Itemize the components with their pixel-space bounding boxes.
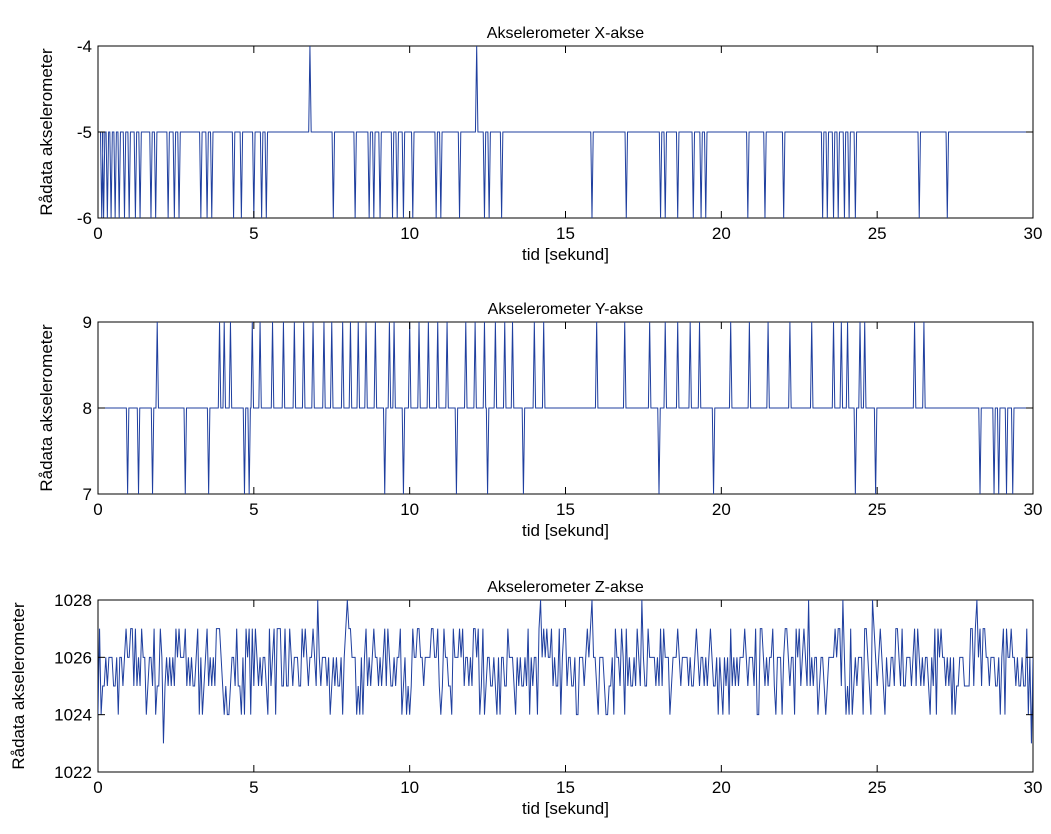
- x-tick-label: 10: [400, 500, 419, 519]
- x-tick-label: 30: [1024, 500, 1043, 519]
- y-tick-label: 1024: [54, 706, 92, 725]
- chart-title: Akselerometer X-akse: [487, 25, 644, 42]
- x-tick-label: 20: [712, 224, 731, 243]
- x-tick-label: 15: [556, 778, 575, 797]
- y-tick-label: 8: [83, 399, 92, 418]
- x-tick-label: 0: [93, 224, 102, 243]
- series-line: [98, 599, 1033, 744]
- y-tick-label: -6: [77, 209, 92, 228]
- subplot-2: 0 5 10 15 20 25 30 7 8 9 Akselerometer Y-akse tid […: [37, 301, 1042, 540]
- x-tick-label: 15: [556, 224, 575, 243]
- y-axis-label: Rådata akselerometer: [37, 324, 56, 492]
- x-tick-label: 25: [868, 224, 887, 243]
- y-tick-label: 9: [83, 313, 92, 332]
- y-tick-label: -4: [77, 37, 92, 56]
- x-tick-label: 25: [868, 500, 887, 519]
- x-tick-label: 30: [1024, 224, 1043, 243]
- series-line: [98, 321, 1033, 495]
- x-tick-label: 5: [249, 500, 258, 519]
- y-tick-label: -5: [77, 123, 92, 142]
- x-axis-label: tid [sekund]: [522, 245, 609, 264]
- x-tick-label: 5: [249, 778, 258, 797]
- x-tick-label: 30: [1024, 778, 1043, 797]
- y-axis-label: Rådata akselerometer: [37, 48, 56, 216]
- x-axis-label: tid [sekund]: [522, 799, 609, 818]
- x-axis-label: tid [sekund]: [522, 521, 609, 540]
- subplot-3: 0 5 10 15 20 25 30 1022 1024 1026 1028 Akseleromete…: [9, 579, 1042, 818]
- subplot-1: 0 5 10 15 20 25 30 -6 -5 -4 Akselerometer X-akse ti…: [37, 25, 1042, 264]
- x-tick-label: 10: [400, 778, 419, 797]
- series-line: [98, 45, 1033, 219]
- y-tick-label: 1022: [54, 763, 92, 782]
- y-tick-label: 7: [83, 485, 92, 504]
- y-tick-label: 1026: [54, 648, 92, 667]
- x-tick-label: 25: [868, 778, 887, 797]
- x-tick-label: 5: [249, 224, 258, 243]
- y-tick-label: 1028: [54, 591, 92, 610]
- y-axis-label: Rådata akselerometer: [9, 602, 28, 770]
- x-tick-label: 20: [712, 500, 731, 519]
- x-tick-label: 15: [556, 500, 575, 519]
- chart-title: Akselerometer Y-akse: [488, 301, 644, 318]
- x-tick-label: 0: [93, 778, 102, 797]
- chart-title: Akselerometer Z-akse: [487, 579, 644, 596]
- x-tick-label: 20: [712, 778, 731, 797]
- x-tick-label: 10: [400, 224, 419, 243]
- x-tick-label: 0: [93, 500, 102, 519]
